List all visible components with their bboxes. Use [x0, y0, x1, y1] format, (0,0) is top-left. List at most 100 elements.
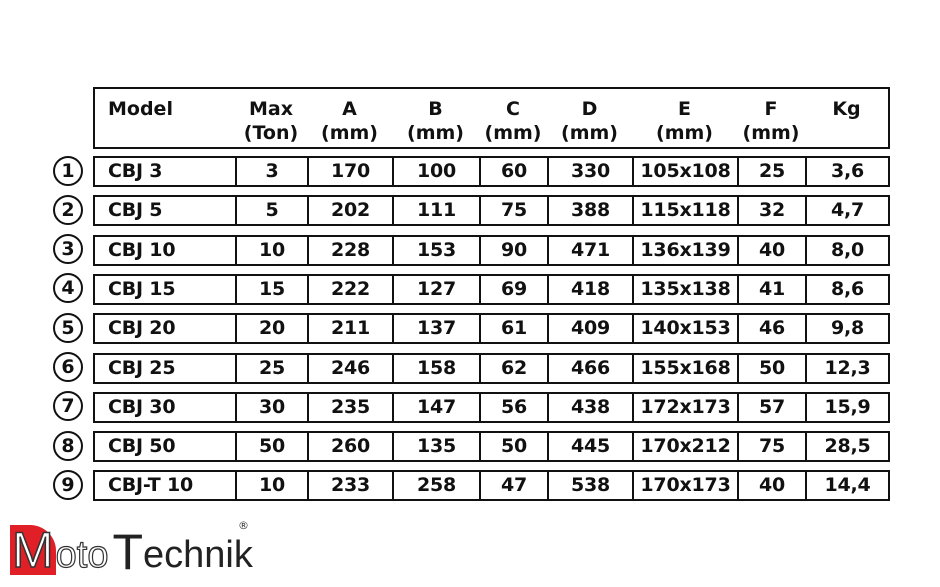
logo-t: T	[112, 524, 144, 580]
table-cell: 69	[479, 275, 547, 303]
table-cell: 3,6	[805, 158, 888, 185]
table-row: CBJ 25 25 246 158 62 466 155x168 50 12,3	[93, 352, 890, 384]
table-cell: CBJ 50	[108, 435, 176, 458]
row-number-badge: 8	[53, 430, 83, 461]
table-cell: 30	[235, 393, 307, 421]
header-label: A	[342, 98, 357, 120]
table-cell: 211	[307, 315, 392, 343]
header-label: C	[506, 98, 520, 120]
table-cell: 260	[307, 433, 392, 461]
table-cell: 330	[547, 158, 632, 185]
table-row: CBJ 3 3 170 100 60 330 105x108 25 3,6	[93, 156, 890, 187]
header-label: E	[678, 98, 691, 120]
table-cell: 25	[235, 354, 307, 382]
table-cell: 100	[392, 158, 479, 185]
mototechnik-logo: M oto T echnik ®	[10, 519, 253, 580]
table-cell: 172x173	[632, 393, 737, 421]
row-number-badge: 7	[53, 391, 83, 422]
table-cell: 50	[479, 433, 547, 461]
table-cell: 127	[392, 275, 479, 303]
header-label: (mm)	[656, 122, 713, 144]
table-cell: 170	[307, 158, 392, 185]
table-cell: CBJ 20	[108, 317, 176, 340]
table-cell: 135x138	[632, 275, 737, 303]
table-cell: 90	[479, 236, 547, 264]
table-cell: 28,5	[805, 433, 888, 461]
table-cell: 445	[547, 433, 632, 461]
table-cell: 8,0	[805, 236, 888, 264]
table-cell: 75	[737, 433, 805, 461]
table-cell: CBJ-T 10	[108, 474, 194, 497]
table-cell: 418	[547, 275, 632, 303]
row-number-badge: 4	[53, 273, 83, 304]
header-cell: E (mm)	[632, 89, 737, 147]
table-cell: 40	[737, 472, 805, 500]
table-cell: CBJ 10	[108, 238, 176, 261]
table-cell: 388	[547, 197, 632, 225]
table-cell: 41	[737, 275, 805, 303]
header-label: Kg	[832, 98, 861, 120]
header-cell: A (mm)	[307, 89, 392, 147]
header-cell: B (mm)	[392, 89, 479, 147]
table-row: CBJ 50 50 260 135 50 445 170x212 75 28,5	[93, 431, 890, 463]
table-cell: 246	[307, 354, 392, 382]
header-label: B	[428, 98, 443, 120]
table-cell: CBJ 5	[108, 199, 163, 222]
table-cell: 20	[235, 315, 307, 343]
table-cell: 46	[737, 315, 805, 343]
table-cell: 12,3	[805, 354, 888, 382]
table-cell: 3	[235, 158, 307, 185]
table-cell: 136x139	[632, 236, 737, 264]
header-label: (mm)	[484, 122, 542, 144]
header-label: (mm)	[561, 122, 618, 144]
table-cell: CBJ 25	[108, 356, 176, 379]
table-cell: 14,4	[805, 472, 888, 500]
table-cell: 147	[392, 393, 479, 421]
table-cell: 137	[392, 315, 479, 343]
table-cell: 57	[737, 393, 805, 421]
registered-mark: ®	[238, 519, 249, 532]
header-cell: Max (Ton)	[235, 89, 307, 147]
table-cell: 115x118	[632, 197, 737, 225]
table-cell: 258	[392, 472, 479, 500]
row-number-badge: 3	[53, 234, 83, 265]
table-cell: 10	[235, 236, 307, 264]
table-cell: 56	[479, 393, 547, 421]
table-cell: 4,7	[805, 197, 888, 225]
header-label: Model	[108, 98, 173, 120]
table-cell: 438	[547, 393, 632, 421]
header-cell: Kg	[805, 89, 888, 147]
table-cell: 228	[307, 236, 392, 264]
header-label: Max	[249, 98, 293, 120]
table-row: CBJ 15 15 222 127 69 418 135x138 41 8,6	[93, 273, 890, 305]
table-row: CBJ 5 5 202 111 75 388 115x118 32 4,7	[93, 195, 890, 227]
header-cell: C (mm)	[479, 89, 547, 147]
table-cell: 40	[737, 236, 805, 264]
table-cell: 202	[307, 197, 392, 225]
table-cell: 135	[392, 433, 479, 461]
row-number-badge: 1	[53, 155, 83, 186]
table-cell: 466	[547, 354, 632, 382]
table-header: Model Max (Ton) A (mm) B (mm) C (mm) D (mm) E (mm) F(…	[93, 87, 890, 149]
table-cell: 50	[737, 354, 805, 382]
table-row: CBJ 20 20 211 137 61 409 140x153 46 9,8	[93, 313, 890, 345]
table-cell: 8,6	[805, 275, 888, 303]
table-cell: 5	[235, 197, 307, 225]
row-number-badge: 6	[53, 352, 83, 382]
table-cell: CBJ 15	[108, 277, 176, 300]
table-cell: CBJ 30	[108, 395, 176, 418]
row-number-badge: 9	[53, 469, 83, 500]
table-cell: 50	[235, 433, 307, 461]
header-label: (mm)	[321, 122, 378, 144]
table-cell: 15	[235, 275, 307, 303]
header-cell: D (mm)	[547, 89, 632, 147]
table-cell: 155x168	[632, 354, 737, 382]
table-row: CBJ 30 30 235 147 56 438 172x173 57 15,9	[93, 391, 890, 423]
table-row: CBJ-T 10 10 233 258 47 538 170x173 40 14,4	[93, 470, 890, 502]
table-cell: 61	[479, 315, 547, 343]
table-cell: 140x153	[632, 315, 737, 343]
table-cell: 170x212	[632, 433, 737, 461]
header-label: D	[581, 98, 598, 120]
header-cell: Model	[95, 89, 235, 147]
logo-oto: oto	[55, 534, 109, 576]
